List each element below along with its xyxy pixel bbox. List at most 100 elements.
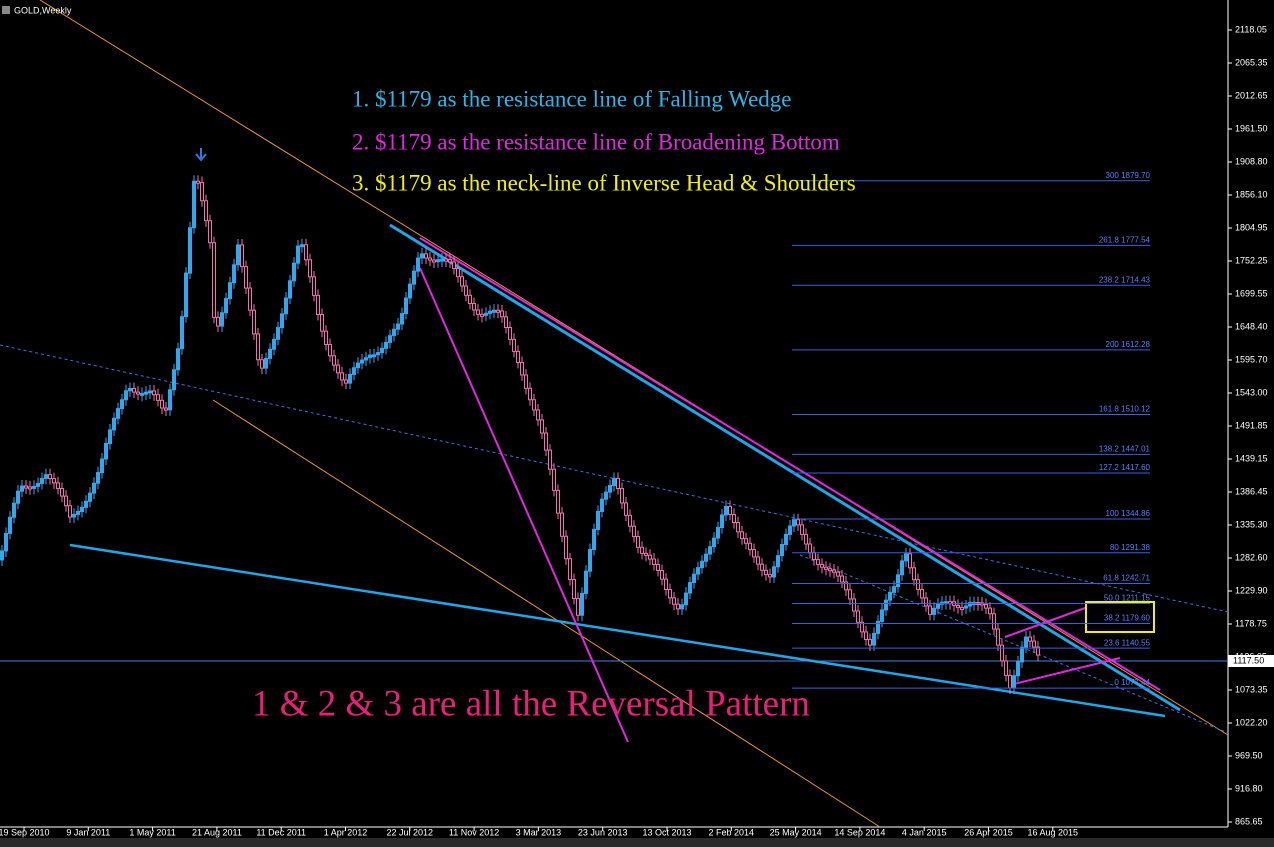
- candle-body: [884, 599, 888, 611]
- candle-body: [616, 477, 620, 490]
- candle-body: [456, 267, 460, 278]
- candle-body: [640, 546, 644, 554]
- candle-body: [132, 387, 136, 393]
- candle-body: [72, 513, 76, 518]
- candle-body: [128, 387, 132, 392]
- arrow-marker: [195, 148, 207, 162]
- candle-body: [912, 567, 916, 581]
- candle-body: [96, 472, 100, 484]
- candle-body: [92, 482, 96, 494]
- candle-body: [48, 474, 52, 480]
- candle-body: [1008, 674, 1012, 689]
- candle-body: [644, 552, 648, 556]
- fib-label: 23.6 1140.55: [1104, 638, 1151, 647]
- candle-body: [312, 276, 316, 296]
- candle-body: [772, 566, 776, 578]
- candle-body: [224, 298, 228, 314]
- price-label: 1386.45: [1235, 486, 1268, 496]
- candle-body: [180, 316, 184, 350]
- candle-body: [704, 553, 708, 562]
- price-label: 1648.40: [1235, 321, 1268, 331]
- candle-body: [272, 338, 276, 350]
- candle-body: [992, 613, 996, 630]
- candle-body: [832, 569, 836, 573]
- candle-body: [320, 313, 324, 332]
- candle-body: [344, 379, 348, 384]
- candle-body: [804, 533, 808, 545]
- candle-body: [892, 586, 896, 593]
- candle-body: [544, 432, 548, 451]
- candle-body: [632, 525, 636, 538]
- candle-body: [780, 544, 784, 557]
- candle-body: [552, 468, 556, 491]
- fib-label: 200 1612.28: [1106, 340, 1151, 349]
- candle-body: [696, 567, 700, 575]
- candle-body: [324, 330, 328, 345]
- candle-body: [744, 538, 748, 544]
- candle-body: [332, 355, 336, 366]
- candle-body: [728, 505, 732, 515]
- candle-body: [176, 348, 180, 371]
- date-axis: 19 Sep 2010 9 Jan 2011 1 May 2011 21 Aug 20…: [0, 827, 1078, 837]
- candle-body: [8, 516, 12, 534]
- fib-label: 61.8 1242.71: [1103, 574, 1150, 583]
- candle-body: [864, 631, 868, 640]
- fib-label: 50.0 1211.15: [1104, 594, 1151, 603]
- candle-body: [492, 309, 496, 313]
- candle-body: [852, 598, 856, 612]
- candle-body: [188, 227, 192, 274]
- fib-label: 300 1879.70: [1106, 171, 1151, 180]
- fib-label: 138.2 1447.01: [1099, 444, 1151, 453]
- candle-body: [692, 573, 696, 584]
- date-label: 23 Jun 2013: [578, 827, 628, 837]
- candle-body: [444, 258, 448, 262]
- candle-body: [208, 220, 212, 244]
- price-label: 1908.80: [1235, 156, 1268, 166]
- fib-label: 161.8 1510.12: [1099, 405, 1151, 414]
- candle-body: [808, 543, 812, 554]
- channel-line: [212, 399, 881, 828]
- candle-body: [4, 532, 8, 552]
- candle-body: [648, 554, 652, 560]
- candle-body: [316, 294, 320, 315]
- candle-body: [708, 546, 712, 555]
- date-label: 1 Apr 2012: [324, 827, 368, 837]
- candle-body: [824, 566, 828, 570]
- candle-body: [612, 477, 616, 487]
- candle-body: [904, 553, 908, 562]
- candle-body: [548, 449, 552, 470]
- candle-body: [916, 579, 920, 591]
- price-label: 1229.90: [1235, 585, 1268, 595]
- candle-body: [964, 605, 968, 609]
- candle-body: [168, 389, 172, 411]
- annotation: 1. $1179 as the resistance line of Falli…: [352, 86, 792, 111]
- candle-body: [380, 347, 384, 354]
- candle-body: [532, 399, 536, 411]
- candle-body: [660, 570, 664, 580]
- candle-body: [292, 262, 296, 282]
- support-line: [69, 543, 1166, 718]
- fibonacci-levels: 300 1879.70 261.8 1777.54 238.2 1714.43 200…: [792, 171, 1151, 689]
- candle-body: [580, 592, 584, 616]
- candle-body: [196, 180, 200, 184]
- candle-body: [748, 542, 752, 551]
- price-label: 1439.15: [1235, 453, 1268, 463]
- candle-body: [140, 392, 144, 396]
- highlight-box: [1085, 601, 1155, 633]
- candle-body: [484, 312, 488, 316]
- candle-body: [1004, 660, 1008, 676]
- candle-body: [240, 244, 244, 268]
- fib-label: 100 1344.86: [1106, 509, 1151, 518]
- candle-body: [372, 354, 376, 358]
- candle-body: [32, 485, 36, 489]
- candle-body: [232, 264, 236, 284]
- candle-body: [928, 605, 932, 615]
- candle-body: [1024, 636, 1028, 648]
- candle-body: [712, 537, 716, 548]
- price-label: 865.65: [1235, 816, 1263, 826]
- candle-body: [784, 533, 788, 546]
- price-label: 1961.50: [1235, 123, 1268, 133]
- candle-body: [540, 419, 544, 434]
